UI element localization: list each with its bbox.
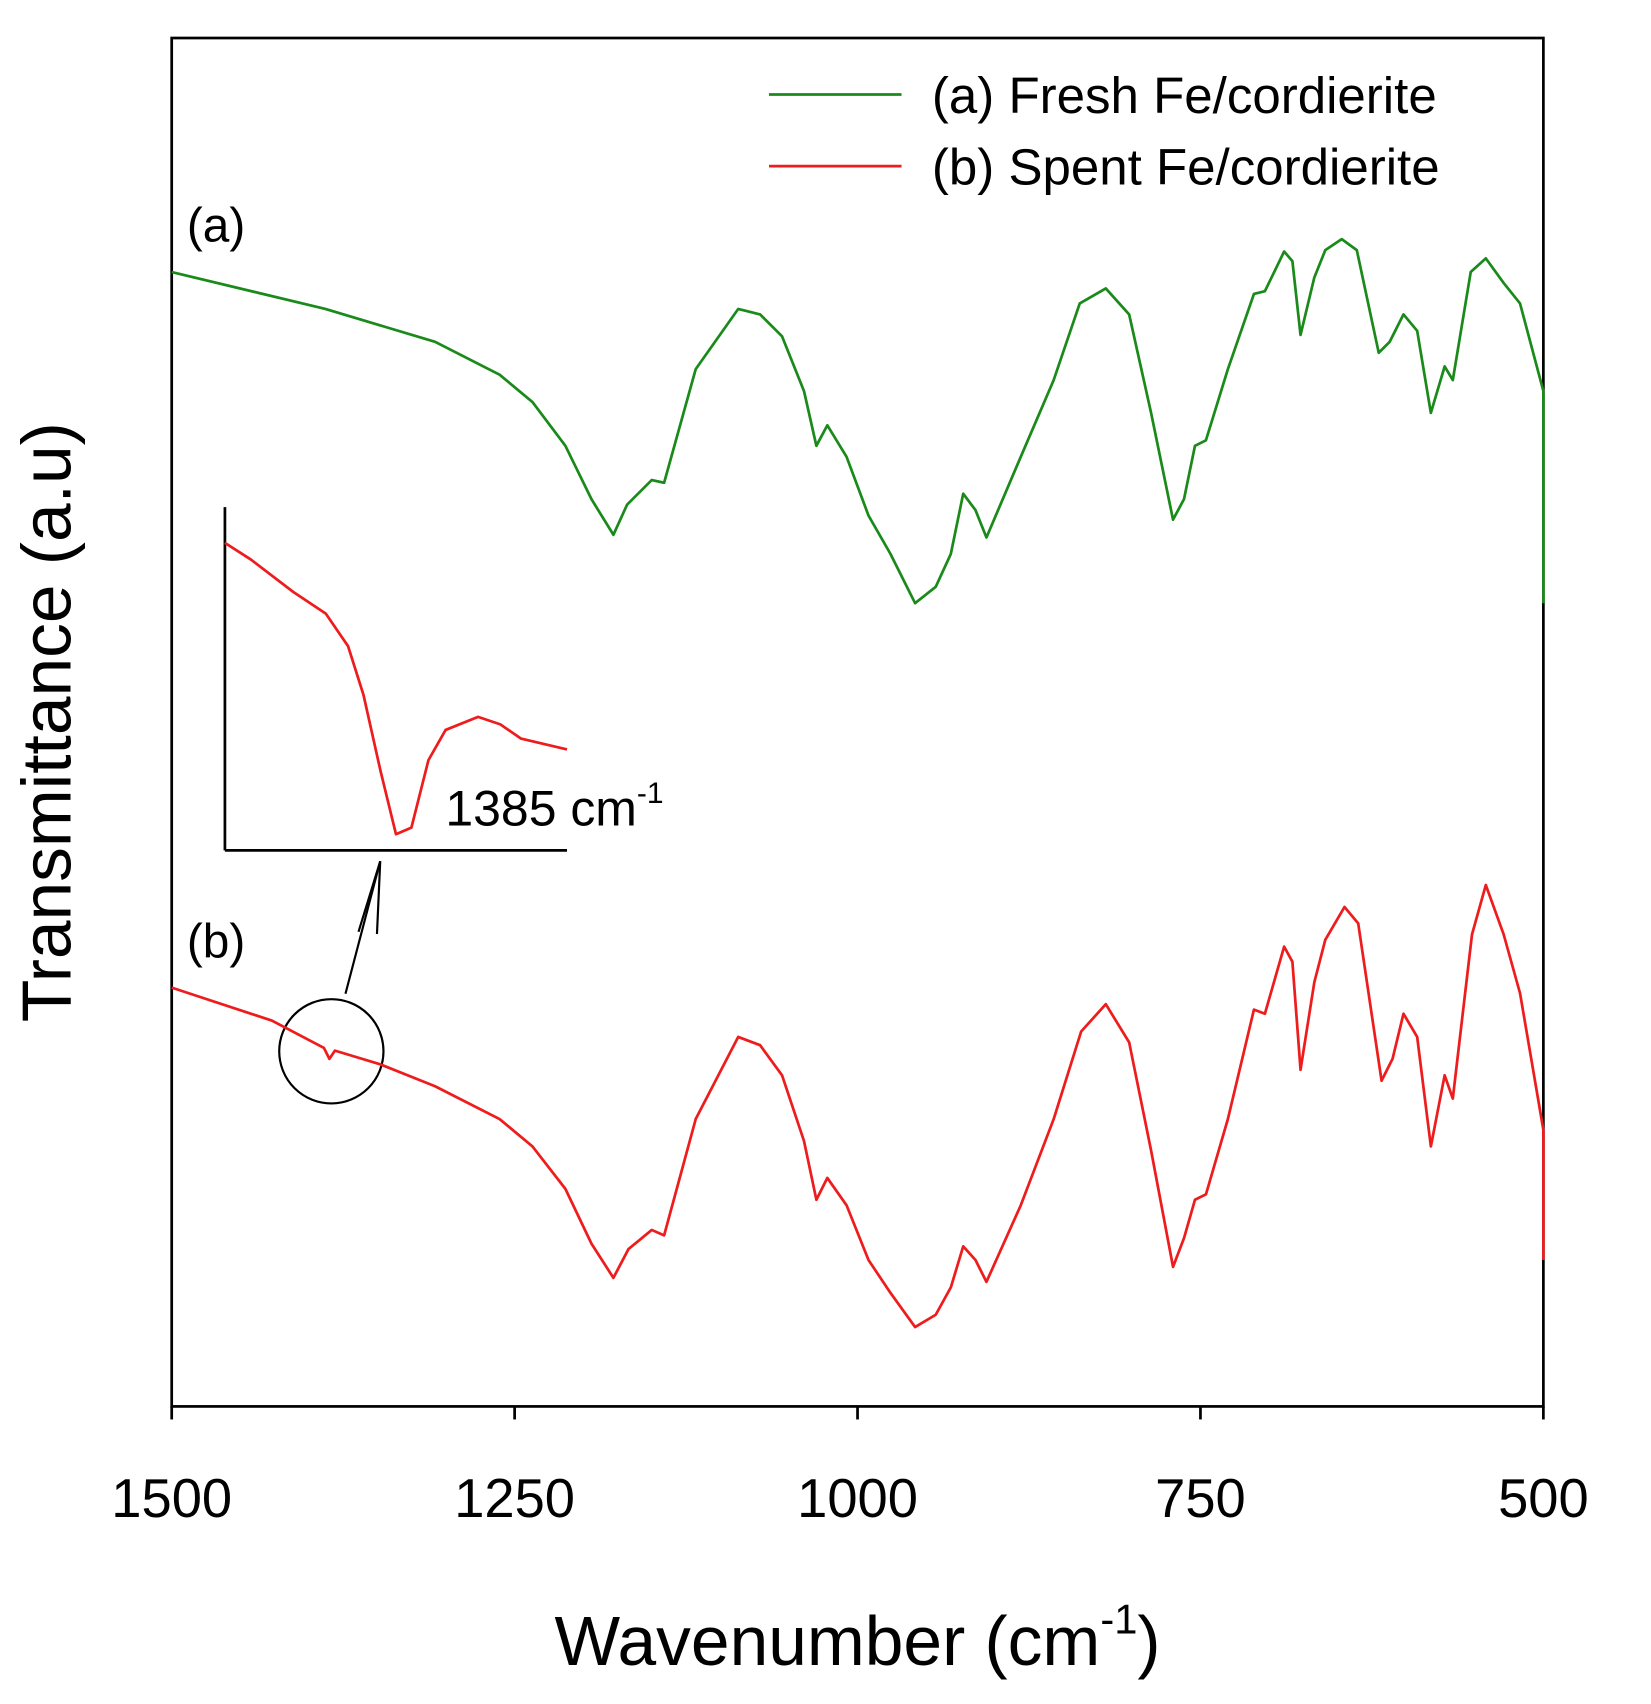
x-axis-label: Wavenumber (cm-1) [555, 1596, 1161, 1680]
series-label: (b) [187, 915, 245, 968]
x-axis-label-suffix: ) [1137, 1602, 1160, 1680]
y-axis-label: Transmittance (a.u) [8, 422, 86, 1022]
x-tick-label: 1250 [454, 1468, 575, 1529]
legend-label: (b) Spent Fe/cordierite [932, 139, 1440, 196]
legend-label: (a) Fresh Fe/cordierite [932, 67, 1437, 124]
x-tick-label: 500 [1498, 1468, 1589, 1529]
series-label: (a) [187, 200, 245, 253]
x-axis-label-superscript: -1 [1100, 1596, 1137, 1643]
annotation-superscript: -1 [637, 777, 664, 810]
x-tick-label: 1500 [111, 1468, 232, 1529]
x-tick-label: 1000 [797, 1468, 918, 1529]
x-axis-label-text: Wavenumber (cm [555, 1602, 1101, 1680]
series-line [171, 237, 1545, 605]
series-line [224, 541, 568, 836]
arrow-head [357, 860, 382, 935]
x-tick-label: 750 [1155, 1468, 1246, 1529]
series-line [171, 883, 1545, 1329]
highlight-circle [278, 998, 385, 1105]
annotation: 1385 cm-1 [445, 777, 663, 836]
annotation-text: 1385 cm [445, 780, 637, 836]
